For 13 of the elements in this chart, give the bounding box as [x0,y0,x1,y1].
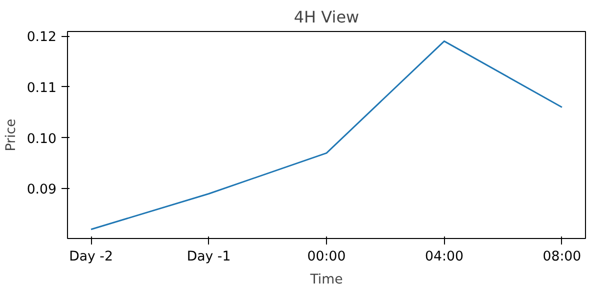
x-tick-label: Day -1 [186,250,231,264]
line-series [90,40,563,230]
y-tick-label: 0.10 [26,132,57,147]
y-tick-label: 0.09 [26,182,57,198]
x-tick-label: 00:00 [307,250,346,264]
x-tick-label: 08:00 [542,250,582,264]
x-tick-label: 04:00 [425,250,464,264]
x-tick-label: Day -2 [69,250,113,264]
y-tick-label: 0.11 [26,80,57,96]
y-axis-title: Price [4,118,19,152]
x-axis-title: Time [309,272,343,288]
y-tick-label: 0.12 [26,30,57,46]
chart-title: 4H View [294,8,360,26]
